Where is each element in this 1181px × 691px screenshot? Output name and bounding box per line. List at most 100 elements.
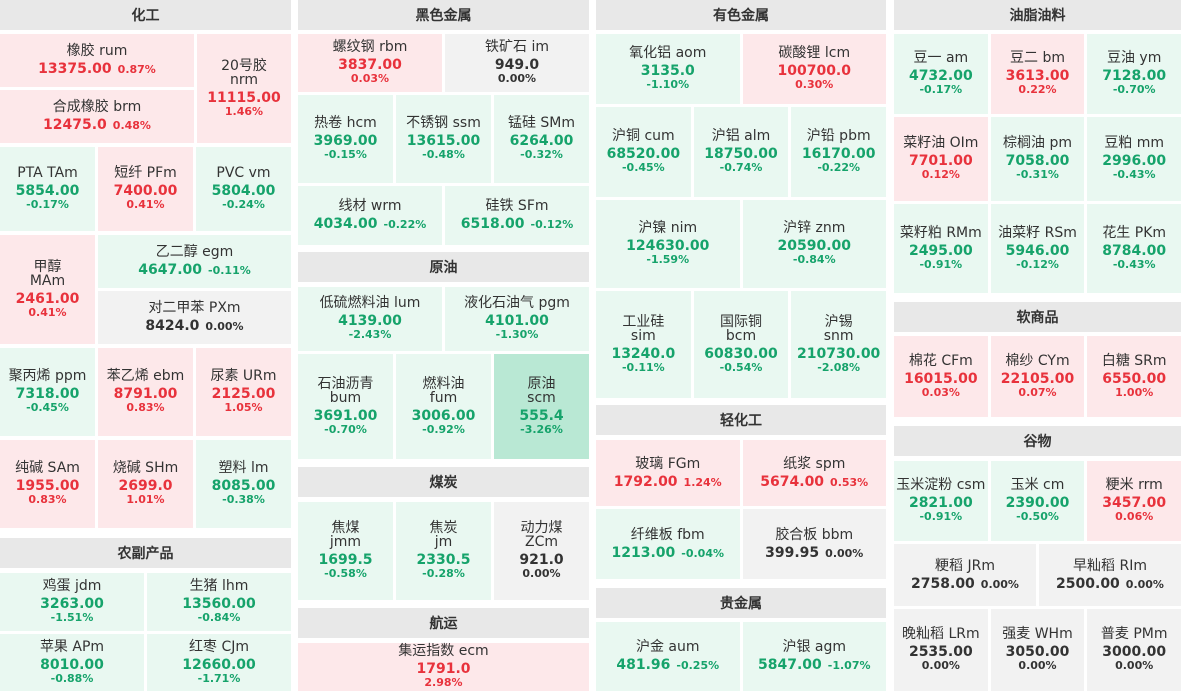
price-value: 4647.00 [138,262,203,278]
quote-cell-bm[interactable]: 豆二 bm 3613.00 0.22% [990,34,1085,114]
quote-cell-ssm[interactable]: 不锈钢 ssm 13615.00 -0.48% [396,95,491,183]
quote-cell-sfm[interactable]: 硅铁 SFm 6518.00 -0.12% [445,186,589,245]
quote-cell-alm[interactable]: 沪铝 alm 18750.00 -0.74% [693,107,789,197]
price-value: 2125.00 [211,386,276,402]
quote-cell-cjm[interactable]: 红枣 CJm 12660.00 -1.71% [147,634,291,691]
quote-cell-whm[interactable]: 强麦 WHm 3050.00 0.00% [990,609,1085,691]
quote-cell-agm[interactable]: 沪银 agm 5847.00 -1.07% [742,622,886,691]
quote-cell-shm[interactable]: 烧碱 SHm 2699.0 1.01% [98,440,193,528]
contract-name: 纤维板 fbm [630,526,705,543]
quote-row: 粳稻 JRm 2758.00 0.00% 早籼稻 RIm 2500.00 0.00… [894,544,1181,606]
quote-cell-brm[interactable]: 合成橡胶 brm 12475.0 0.48% [0,90,194,143]
quote-cell-znm[interactable]: 沪锌 znm 20590.00 -0.84% [742,200,886,288]
quote-cell-smm[interactable]: 锰硅 SMm 6264.00 -0.32% [494,95,589,183]
change-percent: 1.24% [683,475,722,489]
quote-cell-cum[interactable]: 沪铜 cum 68520.00 -0.45% [596,107,691,197]
quote-cell-apm[interactable]: 苹果 APm 8010.00 -0.88% [0,634,144,691]
quote-cell-am[interactable]: 豆一 am 4732.00 -0.17% [894,34,988,114]
quote-cell-mam[interactable]: 甲醇 MAm 2461.00 0.41% [0,235,95,344]
price-value: 3613.00 [1005,68,1070,84]
change-percent: 0.41% [28,305,67,319]
quote-cell-rmm[interactable]: 菜籽粕 RMm 2495.00 -0.91% [894,204,988,293]
change-percent: 1.46% [224,104,264,118]
quote-row: 聚丙烯 ppm 7318.00 -0.45% 苯乙烯 ebm 8791.00 0.… [0,348,291,436]
quote-cell-rbm[interactable]: 螺纹钢 rbm 3837.00 0.03% [298,34,442,92]
quote-cell-cfm[interactable]: 棉花 CFm 16015.00 0.03% [894,336,988,417]
quote-row: 玻璃 FGm 1792.00 1.24% 纸浆 spm 5674.00 0.53% [596,440,886,506]
quote-cell-wrm[interactable]: 线材 wrm 4034.00 -0.22% [298,186,442,245]
quote-cell-oim[interactable]: 菜籽油 OIm 7701.00 0.12% [894,117,988,201]
price-value: 5674.00 [760,473,825,490]
quote-cell-jrm[interactable]: 粳稻 JRm 2758.00 0.00% [894,544,1036,606]
quote-cell-rim[interactable]: 早籼稻 RIm 2500.00 0.00% [1039,544,1181,606]
quote-cell-vm[interactable]: PVC vm 5804.00 -0.24% [196,147,291,231]
quote-cell-jmm[interactable]: 焦煤 jmm 1699.5 -0.58% [298,502,393,600]
quote-cell-rsm[interactable]: 油菜籽 RSm 5946.00 -0.12% [990,204,1085,293]
quote-cell-scm[interactable]: 原油 scm 555.4 -3.26% [494,354,589,459]
contract-name: 玉米 cm [1010,477,1065,493]
quote-cell-im[interactable]: 铁矿石 im 949.0 0.00% [445,34,589,92]
contract-name: 沪金 aum [635,639,700,655]
price-value: 2758.00 [911,575,975,592]
contract-name: 沪镍 nim [638,220,698,236]
quote-cell-fbm[interactable]: 纤维板 fbm 1213.00 -0.04% [596,509,740,579]
quote-cell-cm[interactable]: 玉米 cm 2390.00 -0.50% [990,461,1085,541]
contract-name: 苹果 APm [39,638,105,655]
quote-cell-bcm[interactable]: 国际铜 bcm 60830.00 -0.54% [693,291,789,398]
quote-cell-rrm[interactable]: 粳米 rrm 3457.00 0.06% [1087,461,1181,541]
quote-cell-egm[interactable]: 乙二醇 egm 4647.00 -0.11% [98,235,291,288]
quote-cell-pgm[interactable]: 液化石油气 pgm 4101.00 -1.30% [445,287,589,351]
quote-cell-zcm[interactable]: 动力煤 ZCm 921.0 0.00% [494,502,589,600]
quote-cell-bbm[interactable]: 胶合板 bbm 399.95 0.00% [742,509,886,579]
quote-cell-mm[interactable]: 豆粕 mm 2996.00 -0.43% [1087,117,1181,201]
quote-cell-jdm[interactable]: 鸡蛋 jdm 3263.00 -1.51% [0,573,144,631]
contract-name: 焦煤 [331,520,360,536]
price-value: 1699.5 [318,552,373,568]
quote-cell-fum[interactable]: 燃料油 fum 3006.00 -0.92% [396,354,491,459]
quote-cell-rum[interactable]: 橡胶 rum 13375.00 0.87% [0,34,194,87]
quote-cell-ym[interactable]: 豆油 ym 7128.00 -0.70% [1087,34,1181,114]
quote-cell-sam[interactable]: 纯碱 SAm 1955.00 0.83% [0,440,95,528]
quote-cell-cym[interactable]: 棉纱 CYm 22105.00 0.07% [990,336,1085,417]
quote-cell-lum[interactable]: 低硫燃料油 lum 4139.00 -2.43% [298,287,442,351]
quote-cell-lrm[interactable]: 晚籼稻 LRm 2535.00 0.00% [894,609,988,691]
quote-cell-aom[interactable]: 氧化铝 aom 3135.0 -1.10% [596,34,740,104]
change-percent: 0.22% [1018,83,1057,96]
quote-row: 鸡蛋 jdm 3263.00 -1.51% 生猪 lhm 13560.00 -0.… [0,573,291,631]
quote-cell-snm[interactable]: 沪锡 snm 210730.00 -2.08% [791,291,887,398]
quote-cell-srm[interactable]: 白糖 SRm 6550.00 1.00% [1087,336,1181,417]
contract-name: 纸浆 spm [783,455,846,472]
quote-cell-pmm[interactable]: 普麦 PMm 3000.00 0.00% [1087,609,1181,691]
quote-cell-hcm[interactable]: 热卷 hcm 3969.00 -0.15% [298,95,393,183]
quote-cell-pm[interactable]: 棕榈油 pm 7058.00 -0.31% [990,117,1085,201]
change-percent: -0.91% [919,510,963,523]
quote-cell-aum[interactable]: 沪金 aum 481.96 -0.25% [596,622,740,691]
contract-name: 纯碱 SAm [15,460,80,476]
quote-cell-fgm[interactable]: 玻璃 FGm 1792.00 1.24% [596,440,740,506]
quote-cell-pxm[interactable]: 对二甲苯 PXm 8424.0 0.00% [98,291,291,344]
quote-cell-ebm[interactable]: 苯乙烯 ebm 8791.00 0.83% [98,348,193,436]
price-value: 6264.00 [509,133,574,149]
quote-cell-lm[interactable]: 塑料 lm 8085.00 -0.38% [196,440,291,528]
quote-cell-bum[interactable]: 石油沥青 bum 3691.00 -0.70% [298,354,393,459]
quote-cell-ecm[interactable]: 集运指数 ecm 1791.0 2.98% [298,643,589,691]
quote-cell-csm[interactable]: 玉米淀粉 csm 2821.00 -0.91% [894,461,988,541]
quote-cell-pkm[interactable]: 花生 PKm 8784.00 -0.43% [1087,204,1181,293]
quote-cell-jm[interactable]: 焦炭 jm 2330.5 -0.28% [396,502,491,600]
quote-cell-tam[interactable]: PTA TAm 5854.00 -0.17% [0,147,95,231]
quote-row: 沪铜 cum 68520.00 -0.45% 沪铝 alm 18750.00 -0… [596,107,887,197]
contract-name: 短纤 PFm [114,165,177,181]
change-percent: -0.70% [324,422,367,436]
quote-cell-spm[interactable]: 纸浆 spm 5674.00 0.53% [742,440,886,506]
quote-cell-ppm[interactable]: 聚丙烯 ppm 7318.00 -0.45% [0,348,95,436]
quote-cell-pfm[interactable]: 短纤 PFm 7400.00 0.41% [98,147,193,231]
contract-name: 合成橡胶 brm [52,99,142,115]
quote-cell-pbm[interactable]: 沪铅 pbm 16170.00 -0.22% [791,107,887,197]
contract-name: 棕榈油 pm [1003,135,1072,151]
quote-cell-lhm[interactable]: 生猪 lhm 13560.00 -0.84% [147,573,291,631]
quote-cell-urm[interactable]: 尿素 URm 2125.00 1.05% [196,348,291,436]
quote-cell-nim[interactable]: 沪镍 nim 124630.00 -1.59% [596,200,740,288]
quote-cell-nrm[interactable]: 20号胶 nrm 11115.00 1.46% [197,34,291,143]
quote-cell-lcm[interactable]: 碳酸锂 lcm 100700.0 0.30% [742,34,886,104]
quote-cell-sim[interactable]: 工业硅 sim 13240.0 -0.11% [596,291,691,398]
